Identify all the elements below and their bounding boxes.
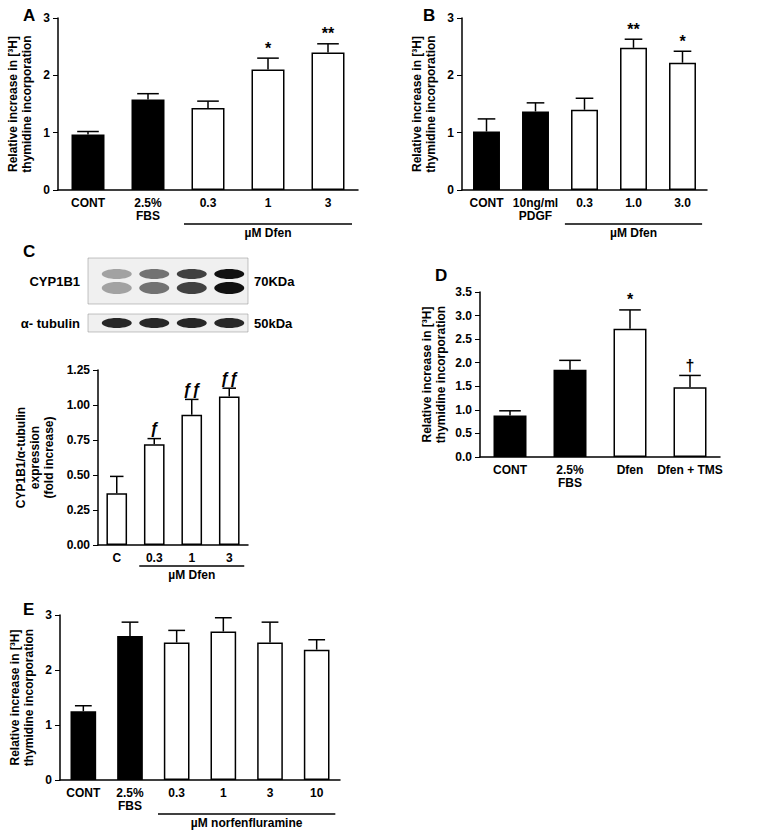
svg-text:CONT: CONT: [470, 196, 505, 210]
svg-text:ƒƒ: ƒƒ: [220, 370, 238, 387]
svg-text:µM Dfen: µM Dfen: [245, 226, 292, 240]
svg-text:10ng/ml: 10ng/ml: [513, 196, 558, 210]
svg-text:1.0: 1.0: [455, 403, 472, 417]
svg-text:thymidine incorporation: thymidine incorporation: [20, 35, 34, 172]
svg-text:µM Dfen: µM Dfen: [168, 568, 215, 582]
svg-text:0.00: 0.00: [67, 538, 91, 552]
svg-text:B: B: [423, 6, 435, 25]
svg-text:3.5: 3.5: [455, 285, 472, 299]
svg-text:1.00: 1.00: [67, 398, 91, 412]
svg-text:1: 1: [447, 126, 454, 140]
svg-text:2.5%: 2.5%: [116, 786, 144, 800]
svg-text:0.3: 0.3: [146, 551, 163, 565]
svg-text:α- tubulin: α- tubulin: [21, 316, 80, 331]
svg-text:0.3: 0.3: [200, 196, 217, 210]
svg-text:C: C: [112, 551, 121, 565]
svg-text:3.0: 3.0: [674, 196, 691, 210]
svg-text:FBS: FBS: [118, 799, 142, 813]
svg-text:expression: expression: [28, 426, 42, 489]
svg-text:ƒ: ƒ: [150, 420, 159, 437]
svg-text:0.50: 0.50: [67, 468, 91, 482]
svg-text:Dfen + TMS: Dfen + TMS: [657, 463, 723, 477]
svg-text:0.0: 0.0: [455, 450, 472, 464]
svg-text:3: 3: [43, 11, 50, 25]
svg-text:50kDa: 50kDa: [254, 316, 293, 331]
svg-text:†: †: [686, 357, 695, 374]
svg-text:PDGF: PDGF: [519, 209, 552, 223]
svg-text:FBS: FBS: [136, 209, 160, 223]
svg-text:3: 3: [447, 11, 454, 25]
svg-text:2: 2: [45, 663, 52, 677]
svg-text:0: 0: [45, 773, 52, 787]
svg-text:2: 2: [43, 68, 50, 82]
svg-text:(fold increase): (fold increase): [42, 416, 56, 498]
svg-text:70KDa: 70KDa: [254, 274, 295, 289]
svg-text:FBS: FBS: [558, 476, 582, 490]
svg-text:Relative increase in [³H]: Relative increase in [³H]: [8, 629, 22, 765]
svg-text:2: 2: [447, 68, 454, 82]
svg-text:CYP1B1: CYP1B1: [29, 274, 80, 289]
svg-text:2.0: 2.0: [455, 356, 472, 370]
svg-text:0.3: 0.3: [576, 196, 593, 210]
svg-text:*: *: [679, 33, 686, 50]
svg-text:E: E: [23, 600, 34, 619]
svg-text:3: 3: [226, 551, 233, 565]
svg-text:1: 1: [265, 196, 272, 210]
svg-text:µM Dfen: µM Dfen: [610, 226, 657, 240]
svg-text:Relative increase in [³H]: Relative increase in [³H]: [6, 36, 20, 172]
svg-text:CONT: CONT: [66, 786, 101, 800]
svg-text:2.5%: 2.5%: [134, 196, 162, 210]
svg-text:CONT: CONT: [493, 463, 528, 477]
svg-text:**: **: [322, 25, 335, 42]
svg-text:0.5: 0.5: [455, 426, 472, 440]
svg-text:**: **: [627, 21, 640, 38]
svg-text:A: A: [23, 6, 35, 25]
svg-text:2.5%: 2.5%: [556, 463, 584, 477]
svg-text:µM norfenfluramine: µM norfenfluramine: [191, 816, 303, 830]
svg-text:1.5: 1.5: [455, 379, 472, 393]
svg-text:CYP1B1/α-tubulin: CYP1B1/α-tubulin: [14, 407, 28, 508]
svg-text:1: 1: [220, 786, 227, 800]
svg-text:*: *: [627, 291, 634, 308]
svg-text:0.3: 0.3: [168, 786, 185, 800]
svg-text:thymidine incorporation: thymidine incorporation: [434, 306, 448, 443]
svg-text:0: 0: [447, 183, 454, 197]
svg-text:Relative increase in [³H]: Relative increase in [³H]: [410, 36, 424, 172]
svg-text:*: *: [265, 40, 272, 57]
svg-text:2.5: 2.5: [455, 332, 472, 346]
svg-text:0.25: 0.25: [67, 503, 91, 517]
svg-text:1: 1: [188, 551, 195, 565]
svg-text:1.0: 1.0: [625, 196, 642, 210]
svg-text:D: D: [435, 266, 447, 285]
svg-text:10: 10: [310, 786, 324, 800]
svg-text:CONT: CONT: [71, 196, 106, 210]
svg-text:1: 1: [43, 126, 50, 140]
svg-text:0.75: 0.75: [67, 433, 91, 447]
svg-text:1.25: 1.25: [67, 363, 91, 377]
svg-text:3: 3: [325, 196, 332, 210]
svg-text:Relative increase in [³H]: Relative increase in [³H]: [420, 306, 434, 442]
svg-text:3.0: 3.0: [455, 309, 472, 323]
svg-text:thymidine incorporation: thymidine incorporation: [22, 629, 36, 766]
svg-text:Dfen: Dfen: [617, 463, 644, 477]
svg-text:thymidine incorporation: thymidine incorporation: [424, 35, 438, 172]
svg-text:1: 1: [45, 718, 52, 732]
svg-text:0: 0: [43, 183, 50, 197]
svg-text:C: C: [23, 242, 35, 261]
svg-text:3: 3: [267, 786, 274, 800]
svg-text:ƒƒ: ƒƒ: [183, 381, 201, 398]
svg-text:3: 3: [45, 608, 52, 622]
